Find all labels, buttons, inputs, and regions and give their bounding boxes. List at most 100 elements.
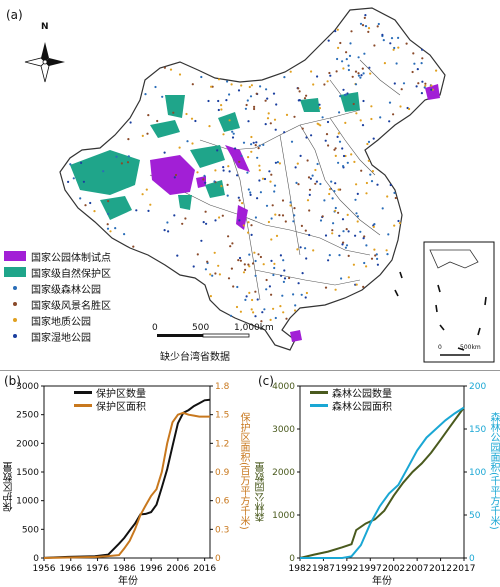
park-dot [421, 80, 424, 83]
park-dot [312, 249, 315, 252]
park-dot [184, 217, 187, 220]
park-dot [359, 22, 363, 25]
park-dot [338, 254, 341, 257]
y2-tick-label: 1.8 [215, 382, 230, 392]
park-dot [361, 124, 365, 127]
park-dot [370, 257, 374, 260]
park-dot [397, 36, 400, 40]
park-dot [397, 219, 400, 223]
park-dot [253, 251, 256, 254]
park-dot [319, 219, 323, 222]
park-dot [339, 41, 342, 45]
chart-b-xlabel: 年份 [118, 576, 138, 587]
park-dot [364, 14, 367, 17]
y2-tick-label: 100 [469, 468, 486, 478]
park-dot [293, 214, 296, 217]
park-dot [229, 314, 233, 317]
legend-item: 国家湿地公园 [4, 328, 111, 344]
park-dot [240, 84, 243, 87]
park-dot [307, 176, 311, 179]
park-dot [251, 298, 254, 302]
legend-dot-icon [13, 318, 17, 322]
park-dot [169, 68, 173, 71]
chart-c-y2label: 森林公园面积(千平方千米) [488, 412, 499, 530]
park-dot [209, 273, 212, 276]
park-dot [345, 58, 348, 61]
park-dot [232, 285, 235, 288]
park-dot [149, 203, 152, 206]
park-dot [273, 184, 277, 187]
park-dot [247, 156, 250, 159]
park-dot [338, 111, 341, 114]
park-dot [272, 273, 275, 277]
park-dot [278, 214, 281, 217]
park-dot [217, 99, 220, 103]
park-dot [230, 267, 233, 270]
park-dot [220, 108, 223, 111]
park-dot [248, 265, 251, 268]
legend-dot-wrap [4, 283, 26, 293]
park-dot [355, 112, 358, 115]
park-dot [250, 233, 253, 236]
legend-label: 国家级风景名胜区 [31, 300, 111, 312]
park-dot [376, 257, 379, 260]
legend-item: 国家地质公园 [4, 312, 111, 328]
park-dot [284, 220, 287, 223]
legend-label: 国家湿地公园 [31, 332, 91, 344]
park-dot [393, 191, 396, 194]
park-dot [107, 212, 110, 215]
park-dot [345, 228, 348, 231]
park-dot [360, 74, 363, 77]
park-dot [417, 82, 420, 85]
park-dot [260, 320, 263, 323]
panel-label-c: (c) [258, 374, 274, 388]
park-dot [308, 193, 311, 196]
park-dot [270, 293, 273, 296]
park-dot [341, 147, 344, 150]
park-dot [350, 153, 353, 156]
park-dot [238, 199, 241, 202]
chart-c-xlabel: 年份 [372, 576, 392, 587]
park-dot [347, 254, 350, 257]
x-tick-label: 1986 [113, 564, 136, 574]
park-dot [337, 188, 340, 191]
park-dot [415, 85, 418, 88]
park-dot [246, 99, 249, 102]
park-dot [207, 99, 210, 103]
park-dot [217, 108, 220, 112]
y-tick-label: 4000 [272, 382, 295, 392]
park-dot [365, 192, 368, 195]
park-dot [334, 206, 337, 210]
north-arrow-icon [24, 42, 65, 83]
scale-tick-1000: 1,000km [234, 323, 274, 333]
park-dot [356, 220, 359, 223]
scale-tick-500: 500 [192, 323, 210, 333]
park-dot [367, 140, 371, 143]
legend-item: 国家级风景名胜区 [4, 296, 111, 312]
park-dot [310, 134, 313, 137]
park-dot [398, 222, 401, 225]
x-tick-label: 1956 [33, 564, 56, 574]
park-dot [341, 243, 344, 246]
park-dot [272, 92, 276, 95]
park-dot [227, 277, 231, 280]
legend-label: 国家公园体制试点 [31, 252, 111, 264]
park-dot [308, 209, 311, 212]
park-dot [316, 75, 319, 78]
park-dot [337, 161, 340, 164]
park-dot [127, 155, 130, 158]
park-dot [250, 308, 253, 311]
park-dot [279, 305, 282, 308]
park-dot [360, 169, 363, 172]
legend-label: 国家级森林公园 [31, 284, 101, 296]
legend-item: 国家公园体制试点 [4, 248, 111, 264]
park-dot [357, 72, 360, 75]
park-dot [342, 154, 346, 158]
park-dot [349, 42, 352, 45]
park-dot [192, 265, 195, 268]
park-dot [273, 266, 276, 270]
park-dot [218, 273, 221, 276]
park-dot [343, 93, 346, 97]
y-tick-label: 500 [22, 525, 39, 535]
scale-tick-0: 0 [152, 323, 158, 333]
